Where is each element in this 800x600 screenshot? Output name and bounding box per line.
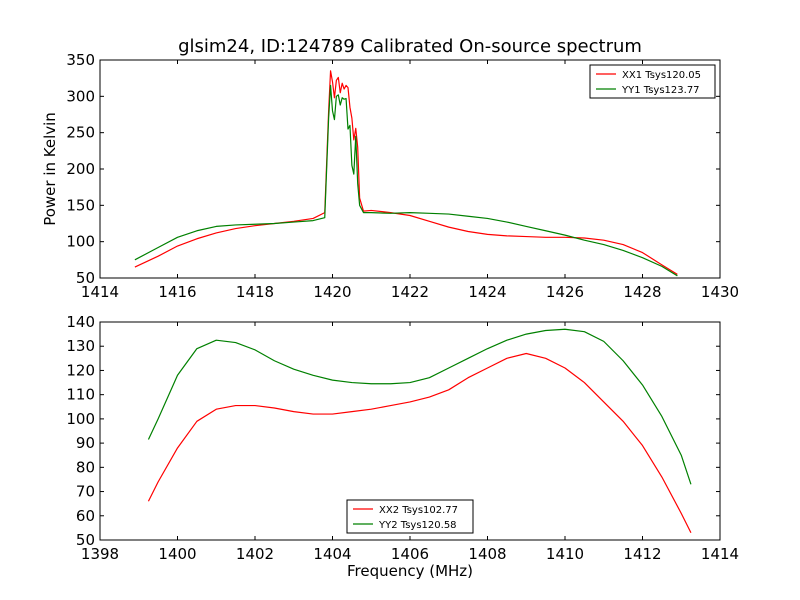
- series-line-2: [147, 328, 692, 485]
- x-tick-label: 1426: [546, 283, 584, 301]
- chart-title: glsim24, ID:124789 Calibrated On-source …: [178, 36, 642, 57]
- y-tick-label: 150: [66, 196, 95, 214]
- legend-label-2: YY1 Tsys123.77: [621, 85, 700, 96]
- y-tick-label: 60: [76, 507, 95, 525]
- x-tick-label: 1422: [391, 283, 429, 301]
- legend: XX1 Tsys120.05 YY1 Tsys123.77: [589, 64, 716, 99]
- x-tick-label: 1416: [158, 283, 196, 301]
- y-tick-label: 50: [76, 269, 95, 287]
- series-line-1: [134, 70, 678, 275]
- legend-label-2: YY2 Tsys120.58: [378, 520, 457, 531]
- x-tick-label: 1418: [236, 283, 274, 301]
- x-tick-label: 1400: [158, 545, 196, 563]
- x-tick-label: 1402: [236, 545, 274, 563]
- x-tick-label: 1420: [313, 283, 351, 301]
- y-tick-label: 130: [66, 337, 95, 355]
- y-tick-label: 250: [66, 124, 95, 142]
- y-tick-label: 120: [66, 361, 95, 379]
- x-tick-label: 1406: [391, 545, 429, 563]
- x-tick-label: 1408: [468, 545, 506, 563]
- y-tick-label: 90: [76, 434, 95, 452]
- legend: XX2 Tsys102.77 YY2 Tsys120.58: [346, 499, 474, 534]
- y-tick-label: 110: [66, 386, 95, 404]
- plot-area: [147, 328, 692, 533]
- y-tick-label: 100: [66, 410, 95, 428]
- x-tick-label: 1412: [623, 545, 661, 563]
- x-tick-label: 1424: [468, 283, 506, 301]
- y-tick-label: 100: [66, 233, 95, 251]
- series-line-1: [147, 352, 692, 533]
- x-tick-label: 1414: [701, 545, 739, 563]
- y-tick-label: 200: [66, 160, 95, 178]
- y-tick-label: 300: [66, 87, 95, 105]
- subplot-1: 1414 1416 1418 1420 1422 1424 1426 1428 1430 50 10…: [41, 36, 739, 301]
- x-tick-label: 1398: [81, 545, 119, 563]
- y-tick-label: 350: [66, 51, 95, 69]
- y-tick-label: 80: [76, 458, 95, 476]
- plot-area: [134, 70, 678, 277]
- series-line-2: [134, 84, 678, 277]
- x-tick-label: 1404: [313, 545, 351, 563]
- y-tick-label: 70: [76, 483, 95, 501]
- x-tick-label: 1428: [623, 283, 661, 301]
- y-tick-label: 50: [76, 531, 95, 549]
- y-tick-label: 140: [66, 313, 95, 331]
- subplot-2: 1398 1400 1402 1404 1406 1408 1410 1412 1414 50 60…: [66, 313, 739, 580]
- legend-box: [589, 64, 716, 99]
- legend-box: [346, 499, 474, 534]
- x-tick-label: 1410: [546, 545, 584, 563]
- legend-label-1: XX2 Tsys102.77: [379, 505, 458, 516]
- legend-label-1: XX1 Tsys120.05: [622, 70, 701, 81]
- x-axis-label: Frequency (MHz): [347, 562, 473, 580]
- x-tick-label: 1430: [701, 283, 739, 301]
- y-axis-label: Power in Kelvin: [41, 112, 59, 226]
- x-tick-label: 1414: [81, 283, 119, 301]
